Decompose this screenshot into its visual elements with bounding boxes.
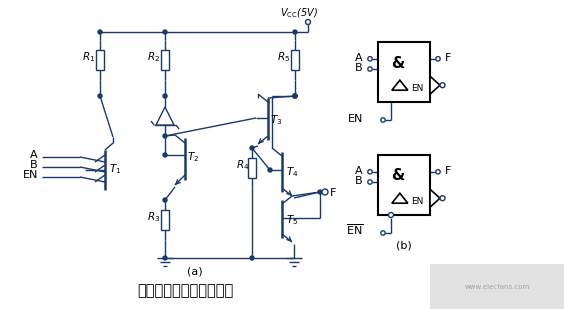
Bar xyxy=(248,158,256,178)
Text: $T_3$: $T_3$ xyxy=(270,113,283,127)
Text: &: & xyxy=(391,168,404,184)
Circle shape xyxy=(98,30,102,34)
Bar xyxy=(96,50,104,70)
Text: $T_5$: $T_5$ xyxy=(286,213,298,227)
Circle shape xyxy=(318,190,322,194)
Bar xyxy=(161,210,169,230)
Circle shape xyxy=(250,256,254,260)
Text: EN: EN xyxy=(347,114,363,124)
Text: &: & xyxy=(391,56,404,70)
Circle shape xyxy=(381,118,385,122)
Circle shape xyxy=(381,231,385,235)
Circle shape xyxy=(389,213,394,218)
Text: EN: EN xyxy=(23,170,38,180)
Circle shape xyxy=(163,134,167,138)
Text: $\overline{\rm EN}$: $\overline{\rm EN}$ xyxy=(346,222,363,237)
Text: $T_4$: $T_4$ xyxy=(286,165,298,179)
Polygon shape xyxy=(392,80,408,90)
Text: 三态门电路及其逻辑符号: 三态门电路及其逻辑符号 xyxy=(137,283,233,298)
Circle shape xyxy=(440,83,445,88)
Circle shape xyxy=(268,168,272,172)
Circle shape xyxy=(293,94,297,98)
Bar xyxy=(378,155,430,215)
Text: F: F xyxy=(445,166,451,176)
Text: (a): (a) xyxy=(187,267,203,277)
Circle shape xyxy=(322,189,328,195)
Circle shape xyxy=(293,94,297,98)
Circle shape xyxy=(163,198,167,202)
Text: www.elecfans.com: www.elecfans.com xyxy=(464,284,530,290)
Text: $R_1$: $R_1$ xyxy=(82,50,95,64)
Polygon shape xyxy=(430,76,440,94)
Circle shape xyxy=(368,180,372,184)
Circle shape xyxy=(436,57,440,61)
Text: $R_4$: $R_4$ xyxy=(236,158,249,172)
Circle shape xyxy=(163,94,167,98)
Text: F: F xyxy=(445,53,451,63)
Circle shape xyxy=(368,170,372,174)
Circle shape xyxy=(250,146,254,150)
Circle shape xyxy=(163,153,167,157)
Bar xyxy=(291,50,299,70)
Text: $R_3$: $R_3$ xyxy=(147,210,160,224)
Circle shape xyxy=(163,30,167,34)
Polygon shape xyxy=(392,193,408,203)
Bar xyxy=(378,42,430,102)
Polygon shape xyxy=(430,189,440,207)
Text: B: B xyxy=(30,160,38,170)
Text: (b): (b) xyxy=(396,240,412,250)
Circle shape xyxy=(368,57,372,61)
Polygon shape xyxy=(156,107,174,125)
Text: $R_2$: $R_2$ xyxy=(147,50,160,64)
Circle shape xyxy=(163,256,167,260)
Text: F: F xyxy=(330,188,336,198)
Text: $V_{\rm CC}$(5V): $V_{\rm CC}$(5V) xyxy=(280,6,318,20)
Text: A: A xyxy=(355,53,363,63)
Text: B: B xyxy=(355,63,363,73)
Circle shape xyxy=(368,67,372,71)
Text: A: A xyxy=(30,150,38,160)
Text: B: B xyxy=(355,176,363,186)
Circle shape xyxy=(436,170,440,174)
Bar xyxy=(430,264,564,309)
Circle shape xyxy=(98,94,102,98)
Circle shape xyxy=(293,30,297,34)
Circle shape xyxy=(440,196,445,201)
Text: EN: EN xyxy=(411,84,423,93)
Text: EN: EN xyxy=(411,197,423,206)
Circle shape xyxy=(306,19,311,24)
Bar xyxy=(161,50,169,70)
Text: $R_5$: $R_5$ xyxy=(277,50,290,64)
Text: $T_2$: $T_2$ xyxy=(187,150,199,164)
Text: A: A xyxy=(355,166,363,176)
Text: $T_1$: $T_1$ xyxy=(109,162,121,176)
